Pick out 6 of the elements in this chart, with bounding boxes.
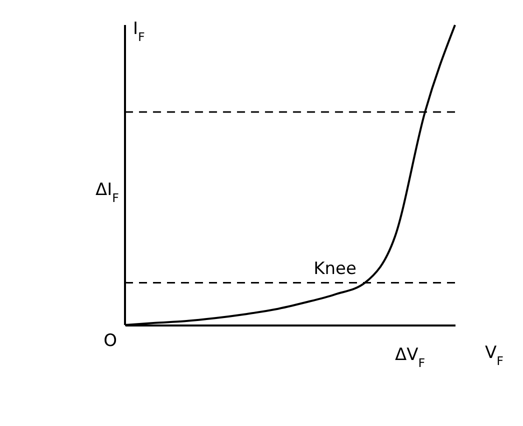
- text: ΔV$_{F}$: [394, 345, 426, 370]
- y-axis-title: I$_{F}$: [133, 19, 146, 44]
- text: O: [104, 331, 117, 351]
- annotation: Knee: [314, 259, 356, 279]
- x-axis-title: V$_{F}$: [485, 343, 504, 368]
- text: ΔI$_{F}$: [96, 180, 120, 205]
